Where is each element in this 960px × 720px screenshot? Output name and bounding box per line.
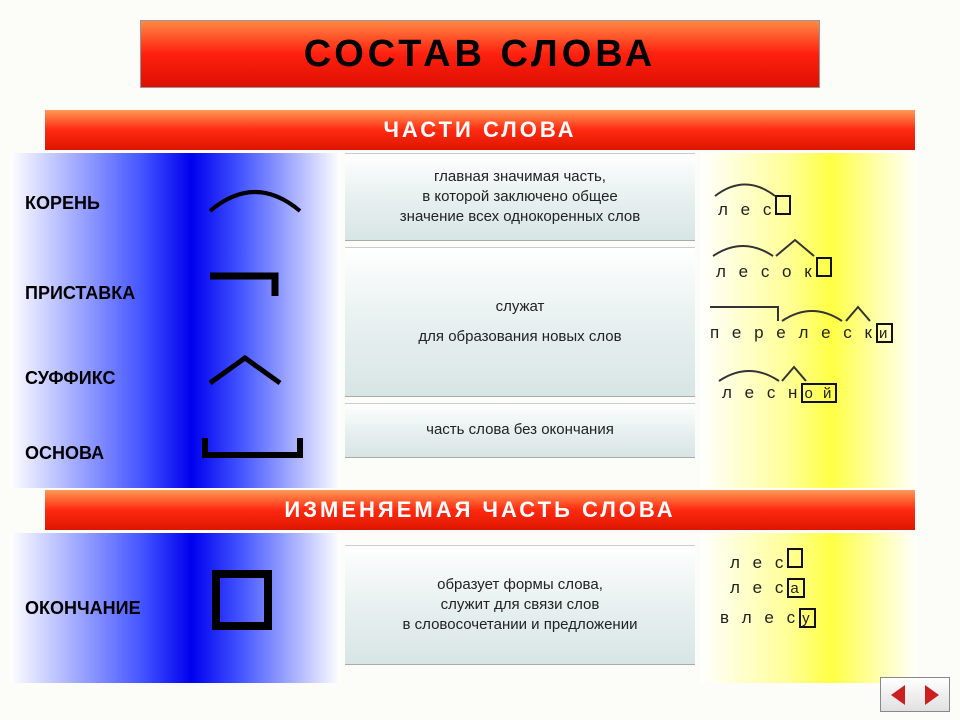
right-column-parts: л е с л е с о к п е р е л е с ки л е с н… bbox=[700, 153, 918, 488]
left-column-ending: ОКОНЧАНИЕ bbox=[10, 533, 340, 683]
left-column-parts: КОРЕНЬ ПРИСТАВКА СУФФИКС ОСНОВА bbox=[10, 153, 340, 488]
label-prefix: ПРИСТАВКА bbox=[25, 283, 135, 304]
ex-vlesu-stem: в л е с bbox=[720, 608, 799, 627]
desc-ps-line2: для образования новых слов bbox=[418, 327, 621, 347]
example-pereleski: п е р е л е с ки bbox=[710, 323, 893, 343]
root-symbol bbox=[205, 181, 305, 216]
description-column: главная значимая часть, в которой заключ… bbox=[345, 153, 695, 458]
label-stem: ОСНОВА bbox=[25, 443, 104, 464]
ex-vlesu-ending: у bbox=[799, 608, 816, 628]
stem-symbol bbox=[200, 433, 310, 463]
ex-lesnoy-stem: л е с н bbox=[722, 383, 801, 402]
ex-lesnoy-ending: о й bbox=[801, 383, 837, 403]
example-lesa: л е са bbox=[730, 578, 805, 598]
desc-stem: часть слова без окончания bbox=[345, 403, 695, 458]
ex-pereleski-ending: и bbox=[876, 323, 893, 343]
desc-root-line2: в которой заключено общее bbox=[422, 187, 618, 207]
nav-next-icon[interactable] bbox=[925, 685, 939, 705]
desc-ending: образует формы слова, служит для связи с… bbox=[345, 545, 695, 665]
ex-les-text: л е с bbox=[718, 200, 775, 219]
ex-lesok-ending bbox=[816, 257, 832, 277]
prefix-symbol bbox=[205, 268, 290, 303]
desc-root-line3: значение всех однокоренных слов bbox=[400, 207, 640, 227]
suffix-symbol bbox=[205, 353, 290, 388]
main-title: СОСТАВ СЛОВА bbox=[140, 20, 820, 88]
ex-les2-ending bbox=[787, 548, 803, 568]
desc-ending-line1: образует формы слова, bbox=[437, 575, 603, 595]
desc-ending-line2: служит для связи слов bbox=[441, 595, 600, 615]
ex-pereleski-marks bbox=[706, 303, 906, 325]
right-column-ending: л е с л е са в л е су bbox=[700, 533, 918, 683]
ending-symbol bbox=[210, 568, 280, 638]
example-les2: л е с bbox=[730, 548, 803, 573]
ex-les-ending bbox=[775, 195, 791, 215]
ex-lesa-ending: а bbox=[787, 578, 804, 598]
description-ending-col: образует формы слова, служит для связи с… bbox=[345, 545, 695, 665]
desc-ending-line3: в словосочетании и предложении bbox=[403, 615, 638, 635]
ex-lesa-stem: л е с bbox=[730, 578, 787, 597]
nav-prev-icon[interactable] bbox=[891, 685, 905, 705]
desc-root: главная значимая часть, в которой заключ… bbox=[345, 153, 695, 241]
label-root: КОРЕНЬ bbox=[25, 193, 100, 214]
ex-pereleski-stem: п е р е л е с к bbox=[710, 323, 876, 342]
section-header-changing: ИЗМЕНЯЕМАЯ ЧАСТЬ СЛОВА bbox=[45, 490, 915, 530]
desc-stem-text: часть слова без окончания bbox=[426, 420, 614, 440]
label-suffix: СУФФИКС bbox=[25, 368, 115, 389]
label-ending: ОКОНЧАНИЕ bbox=[25, 598, 141, 619]
ex-lesok-text: л е с о к bbox=[716, 262, 816, 281]
nav-buttons bbox=[880, 677, 950, 712]
section-header-parts: ЧАСТИ СЛОВА bbox=[45, 110, 915, 150]
ex-les2-text: л е с bbox=[730, 553, 787, 572]
desc-prefix-suffix: служат для образования новых слов bbox=[345, 247, 695, 397]
desc-ps-line1: служат bbox=[496, 297, 545, 317]
example-lesnoy: л е с но й bbox=[722, 383, 837, 403]
desc-root-line1: главная значимая часть, bbox=[434, 167, 606, 187]
example-les: л е с bbox=[718, 195, 791, 220]
ex-lesnoy-marks bbox=[716, 363, 866, 385]
example-lesok: л е с о к bbox=[716, 257, 832, 282]
example-vlesu: в л е су bbox=[720, 608, 816, 628]
